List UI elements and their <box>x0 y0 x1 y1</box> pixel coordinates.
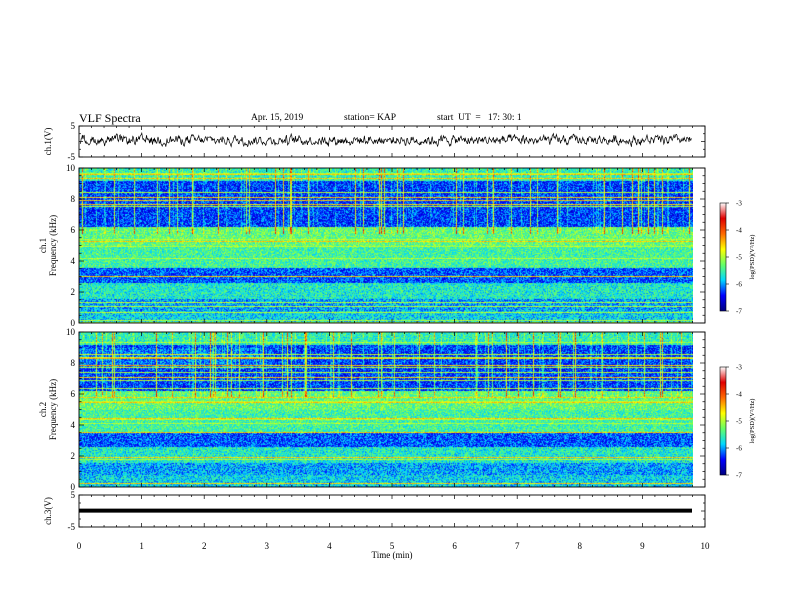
sp1-ytick-label: 2 <box>71 287 76 297</box>
ch1-ytick-min: -5 <box>68 152 76 162</box>
sp1-ytick-label: 6 <box>71 225 76 235</box>
sp2-ytick-label: 6 <box>71 389 76 399</box>
ch1-ytick-max: 5 <box>71 121 76 131</box>
sp2-colorbar <box>719 366 727 476</box>
sp2-ytick-label: 0 <box>71 482 76 492</box>
ch1-waveform <box>79 131 692 148</box>
figure-title: VLF Spectra <box>79 111 141 125</box>
sp1-ytick-label: 8 <box>71 194 76 204</box>
x-tick-label: 3 <box>265 541 270 551</box>
sp1-colorbar-tick-label: -5 <box>736 254 742 262</box>
ch1-spectrogram-image <box>79 168 693 323</box>
x-axis-label: Time (min) <box>372 550 413 560</box>
sp1-channel-label: ch.1 <box>38 238 48 253</box>
x-tick-label: 10 <box>701 541 711 551</box>
ch1-ylabel: ch.1(V) <box>43 128 53 156</box>
sp1-ytick-label: 4 <box>71 256 76 266</box>
sp2-ytick-label: 10 <box>66 327 76 337</box>
sp2-ytick-label: 4 <box>71 420 76 430</box>
x-tick-label: 8 <box>578 541 583 551</box>
ch3-ylabel: ch.3(V) <box>43 497 53 525</box>
x-tick-label: 1 <box>139 541 144 551</box>
sp1-colorbar-tick-label: -7 <box>736 308 742 316</box>
station-label: station= KAP <box>344 113 397 123</box>
x-tick-label: 2 <box>202 541 207 551</box>
date-label: Apr. 15, 2019 <box>251 113 304 123</box>
sp2-ytick-label: 2 <box>71 451 76 461</box>
x-tick-label: 6 <box>452 541 457 551</box>
sp1-ytick-label: 10 <box>66 163 76 173</box>
sp2-colorbar-tick-label: -6 <box>736 445 742 453</box>
x-tick-label: 5 <box>390 541 395 551</box>
sp2-colorbar-tick-label: -5 <box>736 418 742 426</box>
sp1-colorbar <box>719 202 727 312</box>
sp2-channel-label: ch.2 <box>38 402 48 417</box>
sp1-colorbar-label: log(PSD)(V²/Hz) <box>749 235 756 280</box>
sp1-ytick-label: 0 <box>71 318 76 328</box>
sp2-ylabel: Frequency (kHz) <box>48 379 58 440</box>
sp2-colorbar-tick-label: -3 <box>736 364 742 372</box>
ch3-ytick-min: -5 <box>68 522 76 532</box>
ch2-spectrogram-image <box>79 332 693 487</box>
sp2-ytick-label: 8 <box>71 358 76 368</box>
sp2-colorbar-tick-label: -4 <box>736 391 742 399</box>
x-tick-label: 7 <box>515 541 520 551</box>
sp2-colorbar-tick-label: -7 <box>736 472 742 480</box>
sp1-ylabel: Frequency (kHz) <box>48 215 58 276</box>
ch3-ytick-max: 5 <box>71 490 76 500</box>
sp1-colorbar-tick-label: -3 <box>736 200 742 208</box>
sp1-colorbar-tick-label: -4 <box>736 227 742 235</box>
sp2-colorbar-label: log(PSD)(V²/Hz) <box>749 399 756 444</box>
x-tick-label: 0 <box>77 541 82 551</box>
x-tick-label: 9 <box>640 541 645 551</box>
sp1-colorbar-tick-label: -6 <box>736 281 742 289</box>
x-tick-label: 4 <box>327 541 332 551</box>
start-time-label: start UT = 17: 30: 1 <box>437 113 522 123</box>
